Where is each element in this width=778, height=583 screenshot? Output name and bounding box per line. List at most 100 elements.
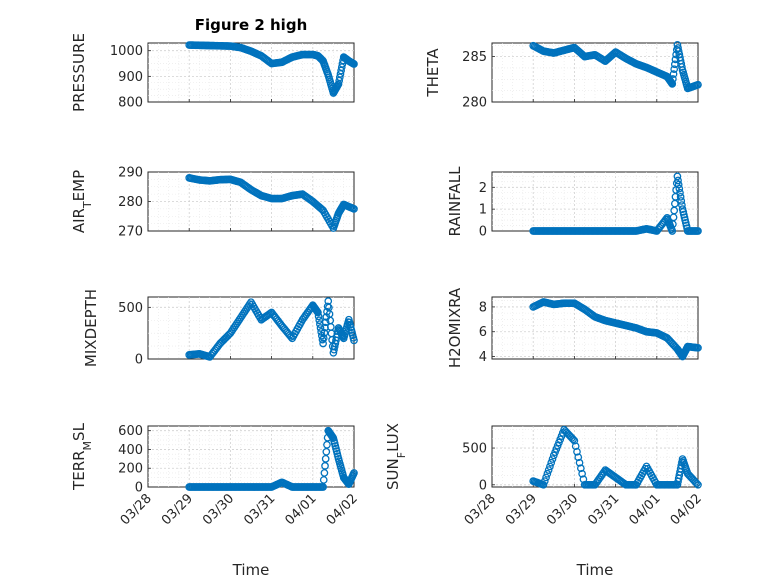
data-point <box>350 469 358 477</box>
data-point <box>570 436 579 445</box>
x-tick-label: 04/01 <box>627 491 664 528</box>
x-tick-label: 03/30 <box>544 491 581 528</box>
data-point-interp <box>317 328 326 336</box>
subplot-air-temp: 270 280 290 AIRTEMP <box>70 166 358 240</box>
y-axis-label-rest: EMP <box>70 170 88 201</box>
data-point-interp <box>540 477 549 485</box>
data-point-interp <box>674 176 682 185</box>
y-tick-label: 0 <box>479 478 487 493</box>
y-axis-label-main: RAINFALL <box>446 166 464 237</box>
figure-title: Figure 2 high <box>195 16 308 34</box>
y-tick-label: 270 <box>118 225 143 240</box>
data-point <box>319 339 327 348</box>
data-point-interp <box>675 184 684 193</box>
y-axis-label: H2OMIXRA <box>446 287 464 368</box>
data-point-interp <box>547 458 556 467</box>
data-point <box>694 343 702 352</box>
data-point-interp <box>669 75 677 83</box>
y-tick-label: 600 <box>118 424 143 439</box>
x-tick-label: 04/01 <box>283 491 320 528</box>
data-point-interp <box>319 476 328 484</box>
data-point-interp <box>321 318 330 327</box>
data-point-interp <box>546 462 554 471</box>
x-tick-label: 04/02 <box>668 491 705 528</box>
y-tick-label: 0 <box>135 353 143 368</box>
y-axis-label-main: TERR <box>70 450 88 491</box>
data-point-interp <box>544 466 553 474</box>
data-point <box>319 483 327 491</box>
data-point-interp <box>314 312 323 321</box>
data-point-interp <box>320 329 329 337</box>
y-tick-label: 6 <box>479 325 487 340</box>
data-point <box>694 227 702 235</box>
x-tick-label: 03/31 <box>241 491 278 528</box>
data-point-interp <box>676 193 685 201</box>
subplot-rainfall: 0 1 2 RAINFALL <box>446 166 702 240</box>
x-tick-label: 03/29 <box>503 491 540 528</box>
data-point-interp <box>543 469 552 478</box>
x-tick-label: 03/29 <box>159 491 196 528</box>
y-tick-label: 280 <box>462 96 487 111</box>
data-point-interp <box>669 70 678 78</box>
data-point-interp <box>548 455 557 463</box>
y-axis-label-rest: LUX <box>384 423 402 452</box>
data-point <box>314 308 322 317</box>
y-axis-label-main: AIR <box>70 208 88 233</box>
y-axis-label: TERRMSL <box>70 422 94 491</box>
y-axis-label: RAINFALL <box>446 166 464 237</box>
data-point-interp <box>321 454 330 463</box>
x-tick-label: 03/30 <box>200 491 237 528</box>
y-axis-label-main: H2OMIXRA <box>446 287 464 368</box>
data-point <box>350 60 358 68</box>
data-point-interp <box>692 479 701 488</box>
y-tick-label: 900 <box>118 70 143 85</box>
y-axis-label-rest: SL <box>70 422 88 441</box>
subplot-pressure: 800 900 1000 PRESSURE <box>70 33 358 112</box>
y-tick-label: 280 <box>118 195 143 210</box>
data-point-interp <box>677 197 686 205</box>
y-tick-label: 500 <box>118 301 143 316</box>
y-axis-label-main: THETA <box>424 48 442 98</box>
y-axis-label: THETA <box>424 48 442 98</box>
data-point-interp <box>318 335 327 344</box>
data-point-interp <box>674 180 683 189</box>
data-point-interp <box>670 65 679 74</box>
y-axis-label-sub: F <box>395 452 408 458</box>
y-tick-label: 200 <box>118 462 143 477</box>
y-tick-label: 0 <box>479 225 487 240</box>
x-tick-label: 03/31 <box>585 491 622 528</box>
data-point-interp <box>678 63 686 71</box>
y-axis-label: MIXDEPTH <box>82 289 100 367</box>
y-tick-label: 2 <box>479 181 487 196</box>
y-tick-label: 8 <box>479 300 487 315</box>
data-point-interp <box>320 469 329 477</box>
data-point-interp <box>678 201 686 209</box>
data-point-interp <box>322 447 331 456</box>
x-axis-label-right: Time <box>576 561 614 579</box>
y-tick-label: 1000 <box>110 44 143 59</box>
subplot-theta: 280 285 THETA <box>424 40 702 111</box>
data-point-interp <box>574 453 583 462</box>
x-tick-label: 04/02 <box>324 491 361 528</box>
y-tick-label: 4 <box>479 350 487 365</box>
y-axis-label: SUNFLUX <box>384 423 408 490</box>
data-point <box>350 205 358 213</box>
y-tick-label: 1 <box>479 203 487 218</box>
x-tick-label: 03/28 <box>462 491 499 528</box>
y-tick-label: 500 <box>462 442 487 457</box>
data-point-interp <box>316 324 325 332</box>
data-point-interp <box>571 442 580 451</box>
y-tick-label: 400 <box>118 443 143 458</box>
data-point <box>350 336 358 345</box>
y-axis-label-main: PRESSURE <box>70 33 88 112</box>
y-axis-label-sub: T <box>81 201 94 209</box>
data-point-interp <box>676 188 684 197</box>
subplot-h2o-mixing-ratio: 4 6 8 H2OMIXRA <box>446 287 702 368</box>
data-point <box>694 80 702 89</box>
data-point <box>673 172 682 181</box>
data-point-interp <box>578 469 586 478</box>
data-point-interp <box>575 458 584 467</box>
data-point <box>539 480 548 489</box>
y-axis-label: AIRTEMP <box>70 170 94 233</box>
